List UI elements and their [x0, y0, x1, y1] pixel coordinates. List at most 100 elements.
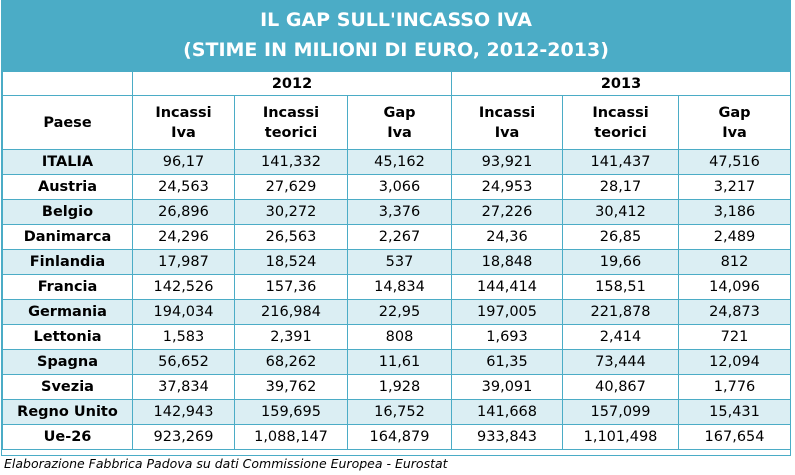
value-cell: 12,094	[678, 349, 792, 375]
value-cell: 11,61	[346, 349, 453, 375]
value-cell: 30,412	[562, 199, 680, 225]
value-cell: 61,35	[451, 349, 564, 375]
value-cell: 96,17	[132, 149, 235, 175]
country-cell: Germania	[2, 299, 133, 325]
value-cell: 19,66	[562, 249, 680, 275]
value-cell: 1,101,498	[562, 424, 680, 450]
value-cell: 1,088,147	[234, 424, 348, 450]
value-cell: 157,099	[562, 399, 680, 425]
column-header-line: Iva	[171, 124, 196, 141]
value-cell: 2,489	[678, 224, 792, 250]
country-cell: Francia	[2, 274, 133, 300]
value-cell: 73,444	[562, 349, 680, 375]
value-cell: 3,186	[678, 199, 792, 225]
value-cell: 3,217	[678, 174, 792, 200]
value-cell: 808	[346, 324, 453, 350]
value-cell: 18,524	[234, 249, 348, 275]
table-row: Germania 194,034 216,984 22,95 197,005 221,87…	[2, 299, 792, 325]
value-cell: 164,879	[346, 424, 453, 450]
value-cell: 40,867	[562, 374, 680, 400]
value-cell: 142,526	[132, 274, 235, 300]
value-cell: 2,391	[234, 324, 348, 350]
column-header-line: Incassi	[262, 104, 320, 121]
column-header-line: teorici	[264, 124, 318, 141]
table-title: IL GAP SULL'INCASSO IVA (STIME IN MILION…	[2, 1, 790, 71]
value-cell: 27,629	[234, 174, 348, 200]
value-cell: 18,848	[451, 249, 564, 275]
value-cell: 158,51	[562, 274, 680, 300]
value-cell: 45,162	[346, 149, 453, 175]
value-cell: 24,296	[132, 224, 235, 250]
value-cell: 159,695	[234, 399, 348, 425]
column-header: Gap Iva	[346, 95, 453, 150]
column-header-row: Paese Incassi Iva Incassi teorici Gap Iva I…	[2, 95, 792, 150]
value-cell: 141,437	[562, 149, 680, 175]
value-cell: 142,943	[132, 399, 235, 425]
country-column-header: Paese	[2, 95, 133, 150]
table-row: Finlandia 17,987 18,524 537 18,848 19,66 812	[2, 249, 792, 275]
table-row: Ue-26 923,269 1,088,147 164,879 933,843 1,101…	[2, 424, 792, 450]
value-cell: 27,226	[451, 199, 564, 225]
value-cell: 37,834	[132, 374, 235, 400]
column-header: Incassi Iva	[132, 95, 235, 150]
column-header-line: Incassi	[478, 104, 536, 121]
column-header: Incassi teorici	[234, 95, 348, 150]
column-header: Incassi Iva	[451, 95, 564, 150]
column-header-line: teorici	[594, 124, 647, 141]
value-cell: 15,431	[678, 399, 792, 425]
value-cell: 812	[678, 249, 792, 275]
value-cell: 28,17	[562, 174, 680, 200]
country-cell: Regno Unito	[2, 399, 133, 425]
country-cell: Belgio	[2, 199, 133, 225]
column-header: Incassi teorici	[562, 95, 680, 150]
value-cell: 24,563	[132, 174, 235, 200]
country-cell: Spagna	[2, 349, 133, 375]
column-header-line: Iva	[494, 124, 520, 141]
vat-gap-table-frame: IL GAP SULL'INCASSO IVA (STIME IN MILION…	[1, 0, 792, 456]
table-row: Spagna 56,652 68,262 11,61 61,35 73,444 12,094	[2, 349, 792, 375]
table-row: Belgio 26,896 30,272 3,376 27,226 30,412 3,186	[2, 199, 792, 225]
value-cell: 24,873	[678, 299, 792, 325]
value-cell: 22,95	[346, 299, 453, 325]
country-cell: Austria	[2, 174, 133, 200]
corner-cell	[2, 71, 133, 96]
value-cell: 197,005	[451, 299, 564, 325]
column-header-line: Incassi	[592, 104, 649, 121]
year-2012-header: 2012	[131, 71, 453, 96]
table-row: ITALIA 96,17 141,332 45,162 93,921 141,437 47,…	[2, 149, 792, 175]
column-header-line: Iva	[387, 124, 412, 141]
country-cell: Ue-26	[2, 424, 133, 450]
table-row: Danimarca 24,296 26,563 2,267 24,36 26,85 2,48…	[2, 224, 792, 250]
table-row: Svezia 37,834 39,762 1,928 39,091 40,867 1,776	[2, 374, 792, 400]
value-cell: 14,834	[346, 274, 453, 300]
table-row: Austria 24,563 27,629 3,066 24,953 28,17 3,217	[2, 174, 792, 200]
value-cell: 56,652	[132, 349, 235, 375]
value-cell: 3,066	[346, 174, 453, 200]
value-cell: 1,928	[346, 374, 453, 400]
value-cell: 2,267	[346, 224, 453, 250]
country-cell: Danimarca	[2, 224, 133, 250]
value-cell: 26,896	[132, 199, 235, 225]
value-cell: 144,414	[451, 274, 564, 300]
value-cell: 1,583	[132, 324, 235, 350]
column-header: Gap Iva	[678, 95, 792, 150]
year-2013-header: 2013	[451, 71, 792, 96]
table-row: Francia 142,526 157,36 14,834 144,414 158,51 1…	[2, 274, 792, 300]
value-cell: 1,693	[451, 324, 564, 350]
column-header-line: Iva	[722, 124, 747, 141]
title-line-1: IL GAP SULL'INCASSO IVA	[260, 9, 532, 31]
value-cell: 39,091	[451, 374, 564, 400]
value-cell: 216,984	[234, 299, 348, 325]
value-cell: 24,36	[451, 224, 564, 250]
table-row: Lettonia 1,583 2,391 808 1,693 2,414 721	[2, 324, 792, 350]
value-cell: 1,776	[678, 374, 792, 400]
value-cell: 167,654	[678, 424, 792, 450]
value-cell: 93,921	[451, 149, 564, 175]
value-cell: 14,096	[678, 274, 792, 300]
value-cell: 721	[678, 324, 792, 350]
value-cell: 39,762	[234, 374, 348, 400]
value-cell: 47,516	[678, 149, 792, 175]
source-note: Elaborazione Fabbrica Padova su dati Com…	[4, 456, 448, 471]
value-cell: 26,85	[562, 224, 680, 250]
title-line-2: (STIME IN MILIONI DI EURO, 2012-2013)	[183, 39, 609, 61]
